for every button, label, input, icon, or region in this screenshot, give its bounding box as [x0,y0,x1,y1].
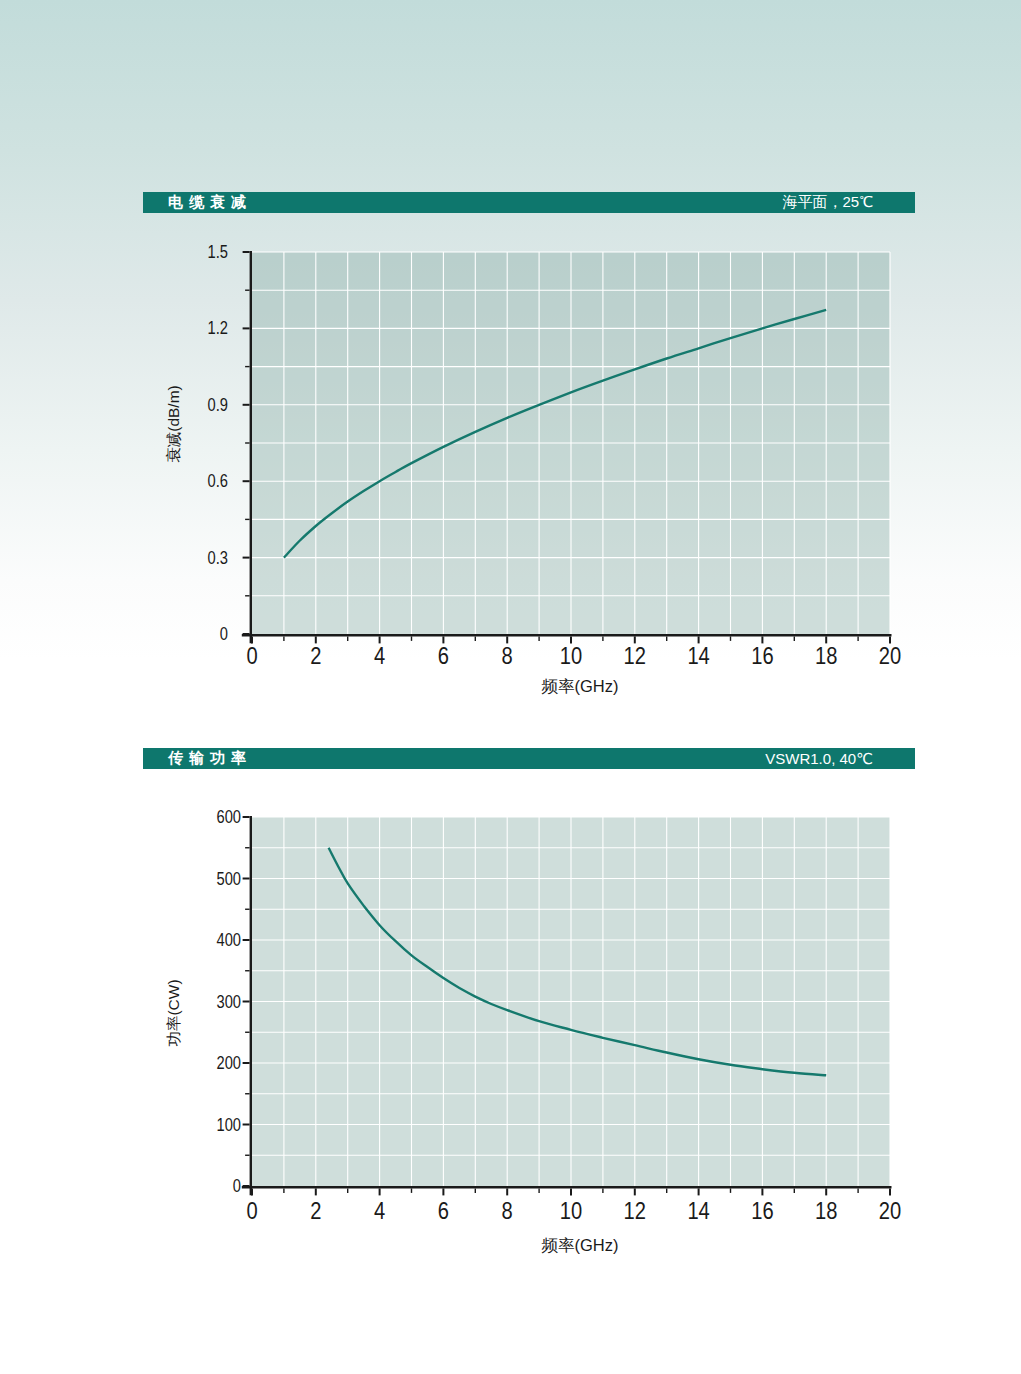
y-tick-label: 0.6 [208,471,228,490]
charts-layer: 0246810121416182000.30.60.91.21.5频率(GHz)… [0,0,1021,1374]
cable-attenuation-chart: 0 2 4 6 8 10 12 14 16 18 20 0 0.3 0.6 0.9 1.2 1.5 频率(GHz)… [165,242,901,695]
y-tick-label: 0 [233,1176,241,1195]
x-tick-label: 12 [624,1197,646,1224]
x-tick-label: 18 [815,1197,837,1224]
x-axis-title: 频率(GHz) [542,677,619,695]
x-tick-label: 16 [751,642,773,669]
y-tick-label: 0 [220,624,228,643]
x-axis-title: 频率(GHz) [542,1236,619,1254]
x-tick-label: 20 [879,642,901,669]
x-tick-label: 18 [815,642,837,669]
y-tick-label: 200 [216,1053,241,1072]
x-tick-label: 12 [624,642,646,669]
x-tick-label: 16 [751,1197,773,1224]
y-tick-label: 0.9 [208,395,228,414]
x-tick-label: 2 [310,642,321,669]
x-tick-label: 14 [687,1197,709,1224]
x-tick-label: 20 [879,1197,901,1224]
x-tick-label: 6 [438,1197,449,1224]
x-tick-label: 0 [246,642,257,669]
x-tick-label: 10 [560,1197,582,1224]
x-tick-label: 4 [374,642,385,669]
transmission-power-chart: 024681012141618200100200300400500600频率(G… [165,807,901,1254]
y-axis-title: 衰减(dB/m) [165,385,182,463]
x-tick-label: 14 [687,642,709,669]
y-tick-label: 0.3 [208,547,228,566]
y-tick-label: 100 [216,1114,241,1133]
x-tick-label: 0 [246,1197,257,1224]
x-tick-label: 10 [560,642,582,669]
x-tick-label: 8 [502,642,513,669]
x-tick-label: 8 [502,1197,513,1224]
y-tick-label: 300 [216,991,241,1010]
x-tick-label: 4 [374,1197,385,1224]
y-tick-label: 1.2 [208,318,228,337]
y-axis-title: 功率(CW) [165,979,182,1046]
y-tick-label: 500 [216,868,241,887]
y-tick-label: 1.5 [208,242,228,261]
y-tick-label: 400 [216,930,241,949]
x-tick-label: 2 [310,1197,321,1224]
y-tick-label: 600 [216,807,241,826]
x-tick-label: 6 [438,642,449,669]
